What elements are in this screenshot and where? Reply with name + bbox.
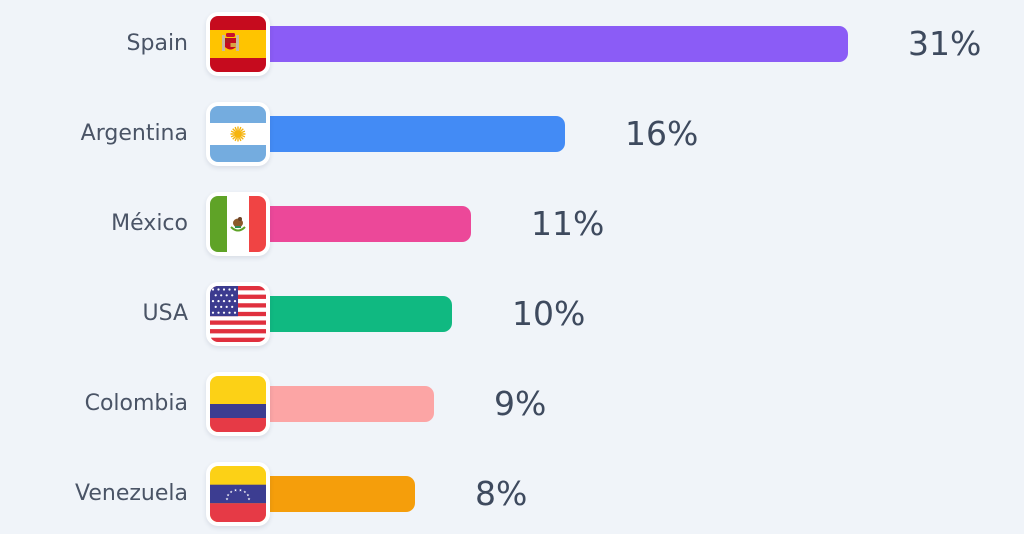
country-label: Spain <box>126 31 188 56</box>
value-label: 16% <box>625 114 699 153</box>
flag-badge <box>206 282 270 346</box>
venezuela-flag-icon <box>210 466 266 522</box>
value-label: 10% <box>512 294 586 333</box>
bar-row-colombia: Colombia 9% <box>0 369 1024 439</box>
country-label: USA <box>142 301 188 326</box>
bar-row-mexico: México 11% <box>0 189 1024 259</box>
country-label: México <box>111 211 188 236</box>
bar <box>264 386 434 422</box>
flag-badge <box>206 192 270 256</box>
spain-flag-icon <box>210 16 266 72</box>
bar <box>264 206 471 242</box>
flag-badge <box>206 462 270 526</box>
argentina-flag-icon <box>210 106 266 162</box>
colombia-flag-icon <box>210 376 266 432</box>
bar-row-argentina: Argentina 16% <box>0 99 1024 169</box>
bar-row-usa: USA 10% <box>0 279 1024 349</box>
value-label: 9% <box>494 384 547 423</box>
bar <box>264 296 452 332</box>
country-label: Venezuela <box>75 481 188 506</box>
value-label: 31% <box>908 24 982 63</box>
bar-row-spain: Spain 31% <box>0 9 1024 79</box>
bar <box>264 116 565 152</box>
country-label: Colombia <box>84 391 188 416</box>
flag-badge <box>206 102 270 166</box>
value-label: 11% <box>531 204 605 243</box>
bar <box>264 476 415 512</box>
flag-badge <box>206 372 270 436</box>
flag-badge <box>206 12 270 76</box>
bar <box>264 26 848 62</box>
bar-row-venezuela: Venezuela 8% <box>0 459 1024 529</box>
usa-flag-icon <box>210 286 266 342</box>
country-label: Argentina <box>80 121 188 146</box>
mexico-flag-icon <box>210 196 266 252</box>
value-label: 8% <box>475 474 528 513</box>
